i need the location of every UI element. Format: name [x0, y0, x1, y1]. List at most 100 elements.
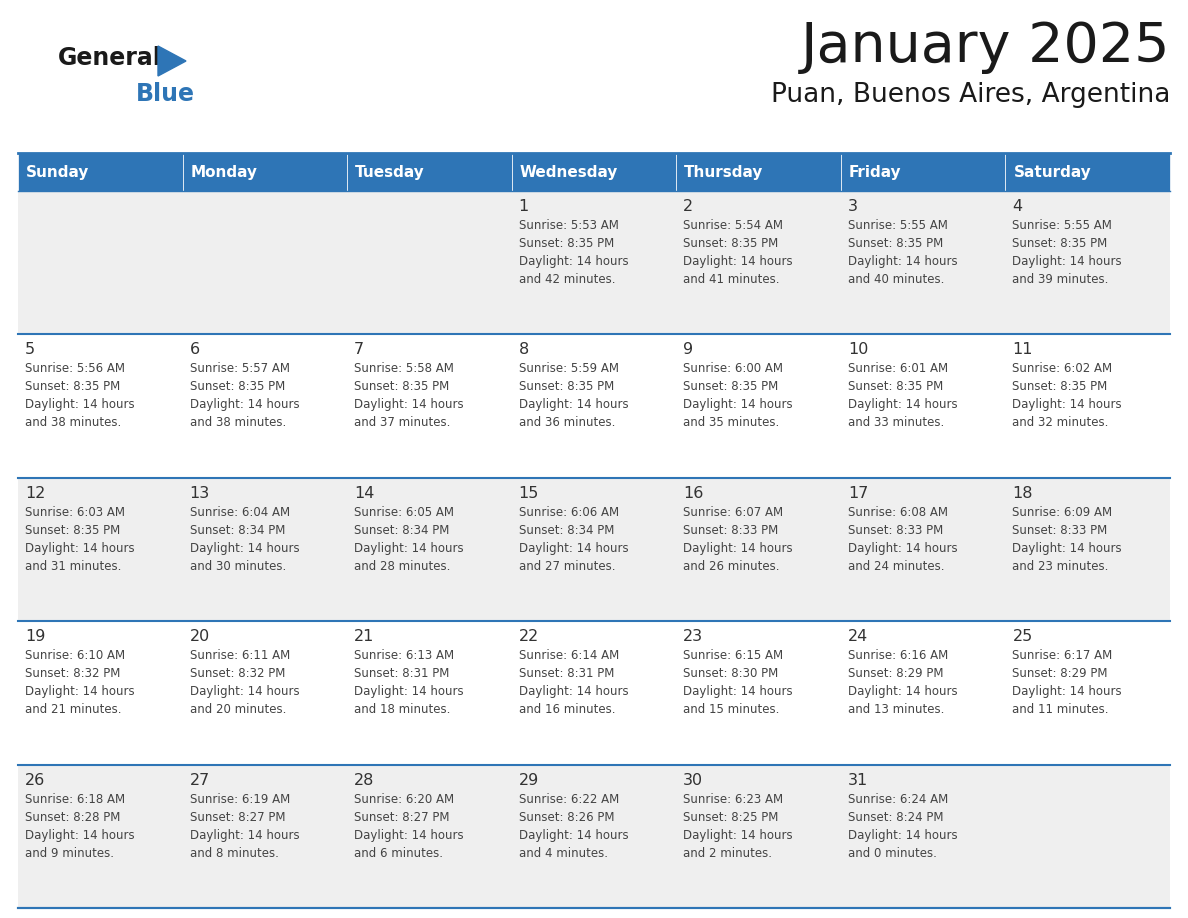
- Bar: [841, 153, 1005, 191]
- Bar: [512, 765, 676, 908]
- Text: Sunrise: 6:17 AM
Sunset: 8:29 PM
Daylight: 14 hours
and 11 minutes.: Sunrise: 6:17 AM Sunset: 8:29 PM Dayligh…: [1012, 649, 1121, 716]
- Text: 17: 17: [848, 486, 868, 501]
- Bar: [512, 191, 676, 334]
- Text: Sunrise: 5:59 AM
Sunset: 8:35 PM
Daylight: 14 hours
and 36 minutes.: Sunrise: 5:59 AM Sunset: 8:35 PM Dayligh…: [519, 363, 628, 430]
- Text: 2: 2: [683, 199, 694, 214]
- Text: Sunrise: 6:11 AM
Sunset: 8:32 PM
Daylight: 14 hours
and 20 minutes.: Sunrise: 6:11 AM Sunset: 8:32 PM Dayligh…: [190, 649, 299, 716]
- Text: 31: 31: [848, 773, 868, 788]
- Text: Sunrise: 6:18 AM
Sunset: 8:28 PM
Daylight: 14 hours
and 9 minutes.: Sunrise: 6:18 AM Sunset: 8:28 PM Dayligh…: [25, 792, 134, 859]
- Bar: [676, 191, 841, 334]
- Text: 11: 11: [1012, 342, 1032, 357]
- Text: Wednesday: Wednesday: [519, 164, 618, 180]
- Text: Sunrise: 6:03 AM
Sunset: 8:35 PM
Daylight: 14 hours
and 31 minutes.: Sunrise: 6:03 AM Sunset: 8:35 PM Dayligh…: [25, 506, 134, 573]
- Text: Sunrise: 6:16 AM
Sunset: 8:29 PM
Daylight: 14 hours
and 13 minutes.: Sunrise: 6:16 AM Sunset: 8:29 PM Dayligh…: [848, 649, 958, 716]
- Text: 21: 21: [354, 629, 374, 644]
- Text: Sunrise: 6:14 AM
Sunset: 8:31 PM
Daylight: 14 hours
and 16 minutes.: Sunrise: 6:14 AM Sunset: 8:31 PM Dayligh…: [519, 649, 628, 716]
- Bar: [347, 765, 512, 908]
- Text: Sunrise: 6:02 AM
Sunset: 8:35 PM
Daylight: 14 hours
and 32 minutes.: Sunrise: 6:02 AM Sunset: 8:35 PM Dayligh…: [1012, 363, 1121, 430]
- Bar: [18, 334, 183, 477]
- Text: Sunrise: 5:58 AM
Sunset: 8:35 PM
Daylight: 14 hours
and 37 minutes.: Sunrise: 5:58 AM Sunset: 8:35 PM Dayligh…: [354, 363, 463, 430]
- Text: 5: 5: [25, 342, 36, 357]
- Text: Sunrise: 6:10 AM
Sunset: 8:32 PM
Daylight: 14 hours
and 21 minutes.: Sunrise: 6:10 AM Sunset: 8:32 PM Dayligh…: [25, 649, 134, 716]
- Bar: [1005, 621, 1170, 765]
- Text: Sunrise: 5:55 AM
Sunset: 8:35 PM
Daylight: 14 hours
and 39 minutes.: Sunrise: 5:55 AM Sunset: 8:35 PM Dayligh…: [1012, 219, 1121, 286]
- Text: 23: 23: [683, 629, 703, 644]
- Text: Sunrise: 6:23 AM
Sunset: 8:25 PM
Daylight: 14 hours
and 2 minutes.: Sunrise: 6:23 AM Sunset: 8:25 PM Dayligh…: [683, 792, 792, 859]
- Bar: [18, 153, 183, 191]
- Bar: [512, 621, 676, 765]
- Text: 27: 27: [190, 773, 210, 788]
- Text: Sunrise: 6:09 AM
Sunset: 8:33 PM
Daylight: 14 hours
and 23 minutes.: Sunrise: 6:09 AM Sunset: 8:33 PM Dayligh…: [1012, 506, 1121, 573]
- Text: 7: 7: [354, 342, 365, 357]
- Bar: [512, 153, 676, 191]
- Bar: [1005, 477, 1170, 621]
- Text: Blue: Blue: [135, 82, 195, 106]
- Text: Sunrise: 5:55 AM
Sunset: 8:35 PM
Daylight: 14 hours
and 40 minutes.: Sunrise: 5:55 AM Sunset: 8:35 PM Dayligh…: [848, 219, 958, 286]
- Bar: [841, 191, 1005, 334]
- Bar: [676, 765, 841, 908]
- Bar: [841, 477, 1005, 621]
- Text: Friday: Friday: [849, 164, 902, 180]
- Text: 16: 16: [683, 486, 703, 501]
- Bar: [347, 191, 512, 334]
- Bar: [347, 477, 512, 621]
- Bar: [676, 477, 841, 621]
- Bar: [18, 191, 183, 334]
- Text: 29: 29: [519, 773, 539, 788]
- Text: January 2025: January 2025: [801, 20, 1170, 74]
- Text: Sunrise: 6:00 AM
Sunset: 8:35 PM
Daylight: 14 hours
and 35 minutes.: Sunrise: 6:00 AM Sunset: 8:35 PM Dayligh…: [683, 363, 792, 430]
- Text: Sunday: Sunday: [26, 164, 89, 180]
- Text: 9: 9: [683, 342, 694, 357]
- Text: Sunrise: 6:13 AM
Sunset: 8:31 PM
Daylight: 14 hours
and 18 minutes.: Sunrise: 6:13 AM Sunset: 8:31 PM Dayligh…: [354, 649, 463, 716]
- Text: General: General: [58, 46, 162, 70]
- Bar: [347, 334, 512, 477]
- Polygon shape: [158, 46, 187, 76]
- Bar: [183, 765, 347, 908]
- Text: 18: 18: [1012, 486, 1032, 501]
- Text: Sunrise: 6:22 AM
Sunset: 8:26 PM
Daylight: 14 hours
and 4 minutes.: Sunrise: 6:22 AM Sunset: 8:26 PM Dayligh…: [519, 792, 628, 859]
- Text: Sunrise: 6:05 AM
Sunset: 8:34 PM
Daylight: 14 hours
and 28 minutes.: Sunrise: 6:05 AM Sunset: 8:34 PM Dayligh…: [354, 506, 463, 573]
- Text: 6: 6: [190, 342, 200, 357]
- Text: 12: 12: [25, 486, 45, 501]
- Bar: [18, 477, 183, 621]
- Text: 22: 22: [519, 629, 539, 644]
- Text: 26: 26: [25, 773, 45, 788]
- Bar: [841, 765, 1005, 908]
- Bar: [841, 621, 1005, 765]
- Text: 13: 13: [190, 486, 210, 501]
- Text: 24: 24: [848, 629, 868, 644]
- Text: Sunrise: 6:19 AM
Sunset: 8:27 PM
Daylight: 14 hours
and 8 minutes.: Sunrise: 6:19 AM Sunset: 8:27 PM Dayligh…: [190, 792, 299, 859]
- Text: Puan, Buenos Aires, Argentina: Puan, Buenos Aires, Argentina: [771, 82, 1170, 108]
- Bar: [676, 153, 841, 191]
- Text: Sunrise: 6:06 AM
Sunset: 8:34 PM
Daylight: 14 hours
and 27 minutes.: Sunrise: 6:06 AM Sunset: 8:34 PM Dayligh…: [519, 506, 628, 573]
- Text: Monday: Monday: [190, 164, 258, 180]
- Text: 4: 4: [1012, 199, 1023, 214]
- Bar: [512, 334, 676, 477]
- Bar: [1005, 765, 1170, 908]
- Bar: [676, 621, 841, 765]
- Text: Sunrise: 6:15 AM
Sunset: 8:30 PM
Daylight: 14 hours
and 15 minutes.: Sunrise: 6:15 AM Sunset: 8:30 PM Dayligh…: [683, 649, 792, 716]
- Text: 14: 14: [354, 486, 374, 501]
- Text: Sunrise: 6:01 AM
Sunset: 8:35 PM
Daylight: 14 hours
and 33 minutes.: Sunrise: 6:01 AM Sunset: 8:35 PM Dayligh…: [848, 363, 958, 430]
- Bar: [18, 765, 183, 908]
- Text: Sunrise: 6:07 AM
Sunset: 8:33 PM
Daylight: 14 hours
and 26 minutes.: Sunrise: 6:07 AM Sunset: 8:33 PM Dayligh…: [683, 506, 792, 573]
- Bar: [18, 621, 183, 765]
- Bar: [512, 477, 676, 621]
- Text: Sunrise: 6:24 AM
Sunset: 8:24 PM
Daylight: 14 hours
and 0 minutes.: Sunrise: 6:24 AM Sunset: 8:24 PM Dayligh…: [848, 792, 958, 859]
- Text: 20: 20: [190, 629, 210, 644]
- Text: 8: 8: [519, 342, 529, 357]
- Text: Sunrise: 5:53 AM
Sunset: 8:35 PM
Daylight: 14 hours
and 42 minutes.: Sunrise: 5:53 AM Sunset: 8:35 PM Dayligh…: [519, 219, 628, 286]
- Bar: [1005, 191, 1170, 334]
- Text: 3: 3: [848, 199, 858, 214]
- Bar: [183, 477, 347, 621]
- Text: Sunrise: 6:20 AM
Sunset: 8:27 PM
Daylight: 14 hours
and 6 minutes.: Sunrise: 6:20 AM Sunset: 8:27 PM Dayligh…: [354, 792, 463, 859]
- Text: 25: 25: [1012, 629, 1032, 644]
- Text: Thursday: Thursday: [684, 164, 764, 180]
- Text: 10: 10: [848, 342, 868, 357]
- Text: Sunrise: 6:08 AM
Sunset: 8:33 PM
Daylight: 14 hours
and 24 minutes.: Sunrise: 6:08 AM Sunset: 8:33 PM Dayligh…: [848, 506, 958, 573]
- Bar: [841, 334, 1005, 477]
- Bar: [183, 334, 347, 477]
- Text: Sunrise: 6:04 AM
Sunset: 8:34 PM
Daylight: 14 hours
and 30 minutes.: Sunrise: 6:04 AM Sunset: 8:34 PM Dayligh…: [190, 506, 299, 573]
- Bar: [183, 621, 347, 765]
- Text: Tuesday: Tuesday: [355, 164, 425, 180]
